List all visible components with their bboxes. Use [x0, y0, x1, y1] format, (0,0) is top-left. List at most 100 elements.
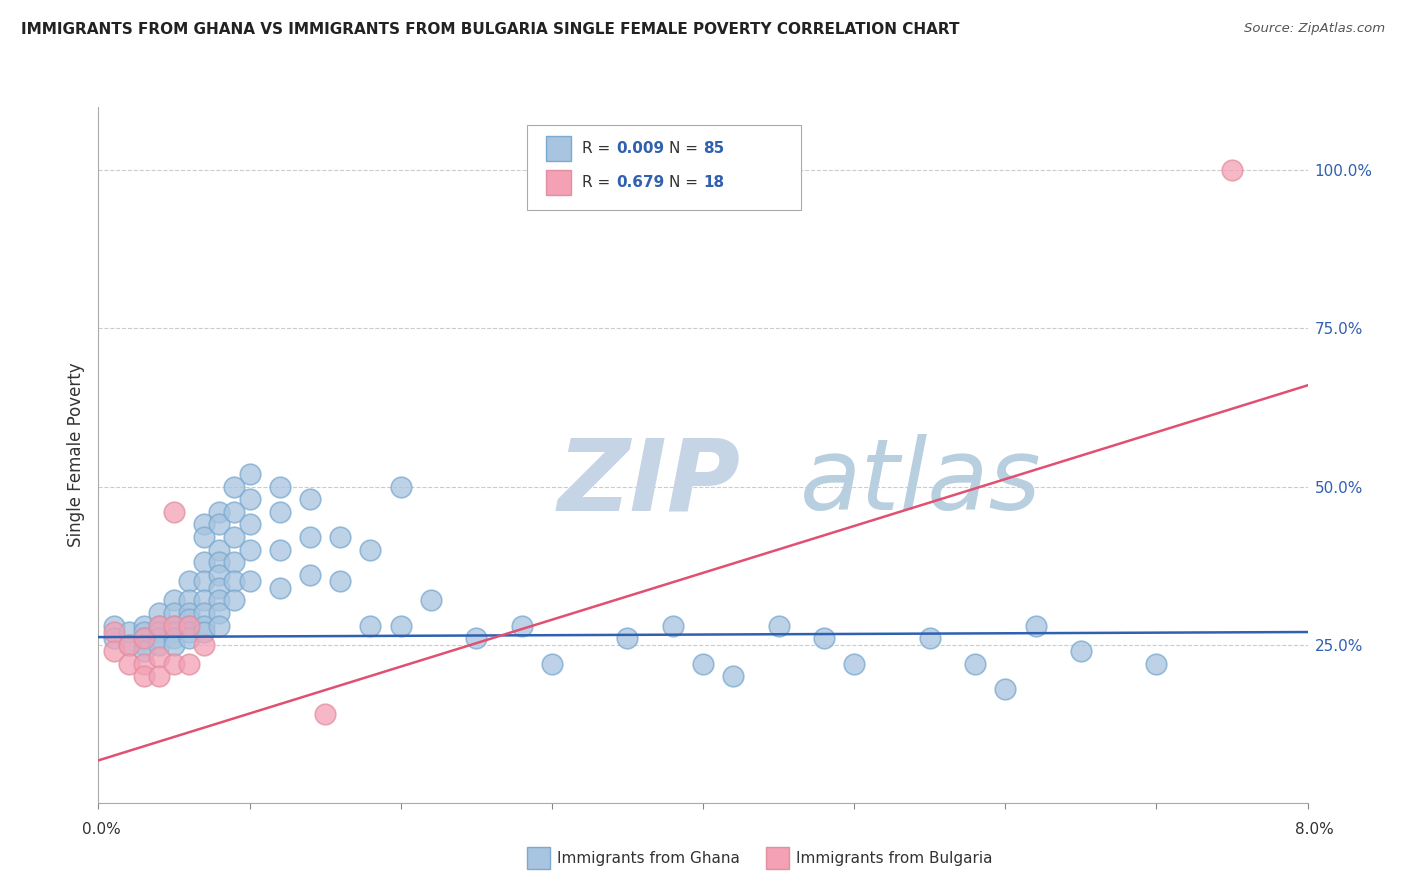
Point [132, 618, 155, 632]
Point [163, 625, 186, 640]
Point [208, 581, 231, 595]
Point [193, 618, 215, 632]
Point [193, 556, 215, 570]
Point [299, 568, 322, 582]
Point [224, 556, 246, 570]
Text: 0.009: 0.009 [616, 142, 664, 156]
Point [208, 593, 231, 607]
Point [224, 574, 246, 589]
Point [616, 632, 638, 646]
Point [193, 638, 215, 652]
Point [269, 505, 291, 519]
Point [269, 581, 291, 595]
Point [132, 644, 155, 658]
Point [179, 657, 201, 671]
Point [148, 632, 170, 646]
Point [118, 657, 141, 671]
Point [1220, 163, 1243, 178]
Point [813, 632, 835, 646]
Point [179, 632, 201, 646]
Text: IMMIGRANTS FROM GHANA VS IMMIGRANTS FROM BULGARIA SINGLE FEMALE POVERTY CORRELAT: IMMIGRANTS FROM GHANA VS IMMIGRANTS FROM… [21, 22, 959, 37]
Point [208, 568, 231, 582]
Point [179, 618, 201, 632]
Point [132, 632, 155, 646]
Text: Source: ZipAtlas.com: Source: ZipAtlas.com [1244, 22, 1385, 36]
Point [360, 618, 382, 632]
Point [118, 638, 141, 652]
Text: Immigrants from Bulgaria: Immigrants from Bulgaria [796, 851, 993, 865]
Point [768, 618, 790, 632]
Point [465, 632, 488, 646]
Point [103, 625, 125, 640]
Point [179, 612, 201, 626]
Point [132, 638, 155, 652]
Point [193, 593, 215, 607]
Point [389, 618, 412, 632]
Point [224, 505, 246, 519]
Point [918, 632, 941, 646]
Point [103, 632, 125, 646]
Point [148, 650, 170, 665]
Point [132, 632, 155, 646]
Point [148, 618, 170, 632]
Point [1070, 644, 1092, 658]
Point [193, 625, 215, 640]
Text: N =: N = [669, 176, 703, 190]
Point [239, 467, 262, 481]
Point [103, 644, 125, 658]
Point [148, 638, 170, 652]
Point [329, 530, 352, 544]
Text: 0.679: 0.679 [616, 176, 664, 190]
Point [179, 593, 201, 607]
Point [163, 638, 186, 652]
Point [239, 542, 262, 557]
Point [1146, 657, 1168, 671]
Point [208, 542, 231, 557]
Point [193, 574, 215, 589]
Point [163, 618, 186, 632]
Point [692, 657, 714, 671]
Point [510, 618, 533, 632]
Point [103, 618, 125, 632]
Text: R =: R = [582, 176, 616, 190]
Point [239, 492, 262, 507]
Point [208, 618, 231, 632]
Point [224, 479, 246, 493]
Point [965, 657, 987, 671]
Text: atlas: atlas [800, 434, 1042, 532]
Point [132, 625, 155, 640]
Text: ZIP: ZIP [558, 434, 741, 532]
Point [208, 505, 231, 519]
Point [132, 657, 155, 671]
Point [662, 618, 685, 632]
Point [360, 542, 382, 557]
Point [179, 618, 201, 632]
Text: 0.0%: 0.0% [82, 822, 121, 837]
Point [723, 669, 745, 683]
Point [299, 530, 322, 544]
Point [208, 517, 231, 532]
Y-axis label: Single Female Poverty: Single Female Poverty [66, 363, 84, 547]
Point [132, 669, 155, 683]
Point [208, 556, 231, 570]
Point [193, 606, 215, 620]
Text: N =: N = [669, 142, 703, 156]
Text: 85: 85 [703, 142, 724, 156]
Point [314, 707, 336, 722]
Point [163, 593, 186, 607]
Point [163, 657, 186, 671]
Point [299, 492, 322, 507]
Text: Immigrants from Ghana: Immigrants from Ghana [557, 851, 740, 865]
Point [224, 593, 246, 607]
Point [179, 606, 201, 620]
Point [148, 669, 170, 683]
Point [239, 517, 262, 532]
Point [118, 638, 141, 652]
Point [269, 542, 291, 557]
Point [163, 618, 186, 632]
Point [163, 632, 186, 646]
Point [1025, 618, 1047, 632]
Point [193, 517, 215, 532]
Point [541, 657, 564, 671]
Point [420, 593, 443, 607]
